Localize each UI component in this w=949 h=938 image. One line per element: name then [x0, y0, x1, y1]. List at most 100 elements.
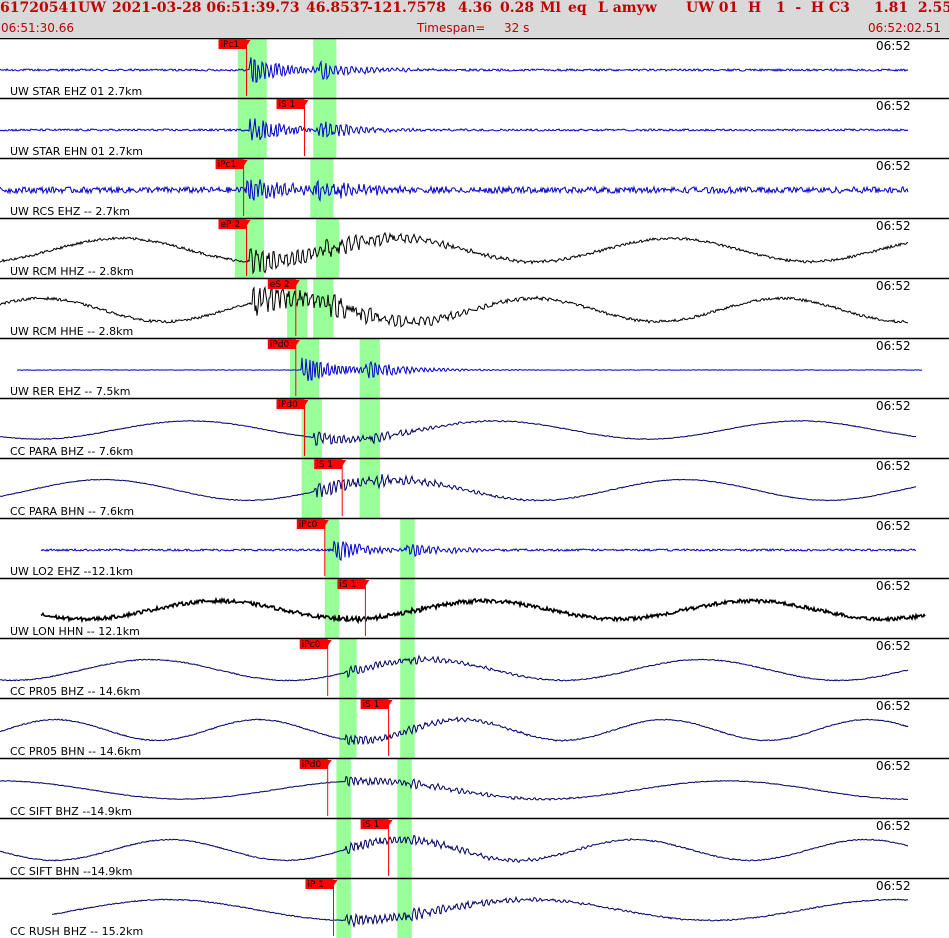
pick-window	[339, 698, 357, 758]
station-label: UW RCM HHZ -- 2.8km	[10, 265, 134, 278]
origin-datetime: 2021-03-28 06:51:39.73	[112, 0, 300, 16]
time-mark-label: 06:52	[876, 639, 911, 653]
event-header: 61720541 UW 2021-03-28 06:51:39.73 46.85…	[0, 0, 949, 38]
waveform-trace	[0, 473, 917, 502]
time-mark-label: 06:52	[876, 279, 911, 293]
station-label: CC PR05 BHZ -- 14.6km	[10, 685, 141, 698]
time-mark-label: 06:52	[876, 39, 911, 53]
pick-window	[400, 518, 415, 578]
trace-row: iS 1 06:52 CC PARA BHN -- 7.6km	[0, 457, 949, 518]
event-summary-line: 61720541 UW 2021-03-28 06:51:39.73 46.85…	[0, 0, 949, 20]
time-window-line: 06:51:30.66 Timespan= 32 s 06:52:02.51	[0, 20, 949, 37]
waveform-trace	[0, 419, 916, 447]
station-label: UW LO2 EHZ --12.1km	[10, 565, 133, 578]
station-label: UW RCS EHZ -- 2.7km	[10, 205, 130, 218]
pick-tag	[215, 159, 244, 169]
waveform-trace	[40, 596, 926, 625]
waveform-trace	[0, 285, 908, 328]
pick-label: iPc0	[302, 640, 321, 650]
pick-label: iPc1	[221, 40, 240, 50]
time-mark-label: 06:52	[876, 339, 911, 353]
pick-label: iS 1	[316, 460, 333, 470]
pick-window	[359, 398, 380, 458]
event-type: eq	[568, 0, 587, 16]
waveform-trace	[0, 654, 909, 682]
pick-label: iS 1	[279, 100, 296, 110]
station-label: CC SIFT BHN --14.9km	[10, 865, 133, 878]
pick-window	[339, 638, 357, 698]
station-label: UW STAR EHZ 01 2.7km	[10, 85, 142, 98]
trace-row: iPd0 06:52 UW RER EHZ -- 7.5km	[0, 337, 949, 398]
time-mark-label: 06:52	[876, 399, 911, 413]
pick-window	[359, 458, 380, 518]
pick-label: iPd0	[270, 340, 290, 350]
pick-window	[397, 818, 412, 878]
pick-marker	[291, 340, 300, 346]
waveform-trace	[40, 540, 917, 562]
trace-row: iPc0 06:52 UW LO2 EHZ --12.1km	[0, 517, 949, 578]
pick-window	[336, 758, 351, 818]
trace-row: eP 2 06:52 UW RCM HHZ -- 2.8km	[0, 217, 949, 278]
timespan-value: 32 s	[504, 21, 530, 35]
pick-tag	[276, 399, 305, 409]
timespan-label: Timespan=	[417, 21, 486, 35]
pick-tag	[218, 219, 247, 229]
pick-label: eP 2	[221, 220, 241, 230]
pick-marker	[323, 640, 332, 646]
pick-marker	[361, 580, 370, 586]
pick-tag	[305, 879, 334, 889]
event-depth: 4.36	[458, 0, 493, 16]
waveform-trace	[0, 231, 909, 275]
seismogram-panel: iPc1 06:52 UW STAR EHZ 01 2.7km iS 1 06:52 UW…	[0, 38, 949, 938]
pick-label: iPd0	[302, 760, 322, 770]
pick-tag	[267, 279, 296, 289]
station-label: UW RER EHZ -- 7.5km	[10, 385, 130, 398]
waveform-trace	[51, 895, 909, 929]
station-label: UW LON HHN -- 12.1km	[10, 625, 140, 638]
station-label: CC SIFT BHZ --14.9km	[10, 805, 132, 818]
trace-row: iPc0 06:52 CC PR05 BHZ -- 14.6km	[0, 637, 949, 698]
time-mark-label: 06:52	[876, 159, 911, 173]
pick-window	[400, 638, 415, 698]
pick-marker	[291, 280, 300, 286]
pick-label: iP 1	[308, 880, 325, 890]
trace-row: iP 1 06:52 CC RUSH BHZ -- 15.2km	[0, 877, 949, 938]
pick-tag	[337, 579, 366, 589]
pick-label: iS 1	[363, 820, 380, 830]
time-mark-label: 06:52	[876, 759, 911, 773]
pick-tag	[360, 699, 389, 709]
pick-marker	[323, 760, 332, 766]
pick-tag	[276, 99, 305, 109]
pick-marker	[329, 880, 338, 886]
pick-marker	[384, 820, 393, 826]
pick-tag	[267, 339, 296, 349]
pick-window	[397, 878, 412, 938]
time-mark-label: 06:52	[876, 579, 911, 593]
trace-row: eS 2 06:52 UW RCM HHE -- 2.8km	[0, 277, 949, 338]
station-label: UW STAR EHN 01 2.7km	[10, 145, 143, 158]
pick-label: iS 1	[363, 700, 380, 710]
pick-window	[313, 278, 334, 338]
pick-label: iPc1	[218, 160, 237, 170]
pick-window	[237, 98, 267, 158]
waveform-trace	[17, 357, 923, 381]
event-latitude: 46.8537	[306, 0, 370, 16]
time-mark-label: 06:52	[876, 699, 911, 713]
trace-row: iPd0 06:52 CC PARA BHZ -- 7.6km	[0, 397, 949, 458]
pick-window	[287, 278, 308, 338]
pick-marker	[320, 520, 329, 526]
waveform-trace	[0, 179, 909, 203]
trace-row: iPc1 06:52 UW RCS EHZ -- 2.7km	[0, 157, 949, 218]
pick-window	[400, 698, 415, 758]
extra-values: 1.81 2.55	[874, 0, 949, 16]
event-magnitude: 0.28	[500, 0, 535, 16]
pick-label: iPd0	[279, 400, 299, 410]
time-mark-label: 06:52	[876, 99, 911, 113]
event-network: UW	[78, 0, 106, 16]
time-mark-label: 06:52	[876, 459, 911, 473]
time-mark-label: 06:52	[876, 519, 911, 533]
event-id: 61720541	[0, 0, 78, 16]
trace-row: iS 1 06:52 UW LON HHN -- 12.1km	[0, 577, 949, 638]
pick-window	[397, 758, 412, 818]
pick-marker	[300, 400, 309, 406]
